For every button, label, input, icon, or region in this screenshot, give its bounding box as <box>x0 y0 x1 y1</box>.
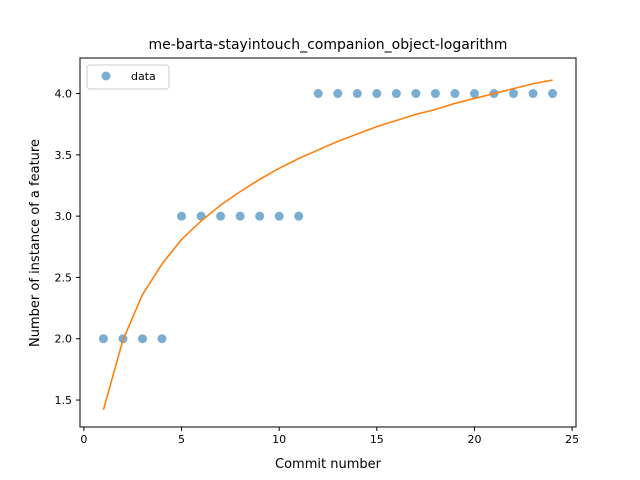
x-tick-label: 25 <box>565 433 579 446</box>
data-point <box>294 211 304 221</box>
chart-marks <box>98 79 558 411</box>
data-point <box>352 89 362 99</box>
x-tick-label: 5 <box>178 433 185 446</box>
y-tick-label: 3.0 <box>55 210 73 223</box>
data-point <box>274 211 284 221</box>
y-axis-ticks: 1.5 2.0 2.5 3.0 3.5 4.0 <box>55 88 80 407</box>
legend-label: data <box>131 70 156 83</box>
plot-frame <box>79 57 577 428</box>
data-point <box>333 89 343 99</box>
y-tick-label: 2.5 <box>55 271 73 284</box>
y-tick-label: 1.5 <box>55 394 73 407</box>
data-point <box>157 334 167 344</box>
data-point <box>411 89 421 99</box>
data-point <box>216 211 226 221</box>
plot-area <box>80 58 576 427</box>
legend-marker <box>101 71 111 81</box>
data-point <box>235 211 245 221</box>
x-tick-label: 0 <box>80 433 87 446</box>
y-tick-label: 4.0 <box>55 88 73 101</box>
y-tick-label: 3.5 <box>55 149 73 162</box>
data-point <box>391 89 401 99</box>
data-point <box>469 89 479 99</box>
x-tick-label: 10 <box>272 433 286 446</box>
data-point <box>509 89 519 99</box>
data-point <box>450 89 460 99</box>
y-tick-label: 2.0 <box>55 333 73 346</box>
data-point <box>98 334 108 344</box>
data-point <box>372 89 382 99</box>
x-tick-label: 15 <box>370 433 384 446</box>
y-axis-label: Number of instance of a feature <box>28 139 43 347</box>
x-tick-label: 20 <box>467 433 481 446</box>
data-point <box>528 89 538 99</box>
data-point <box>137 334 147 344</box>
legend: data <box>86 64 170 90</box>
x-axis-ticks: 0 5 10 15 20 25 <box>80 427 579 446</box>
data-point <box>548 89 558 99</box>
data-point <box>430 89 440 99</box>
data-point <box>255 211 265 221</box>
chart-title: me-barta-stayintouch_companion_object-lo… <box>149 37 508 53</box>
data-point <box>177 211 187 221</box>
data-point <box>313 89 323 99</box>
legend-box <box>86 64 170 90</box>
x-axis-label: Commit number <box>275 457 382 472</box>
fit-line <box>102 79 553 411</box>
